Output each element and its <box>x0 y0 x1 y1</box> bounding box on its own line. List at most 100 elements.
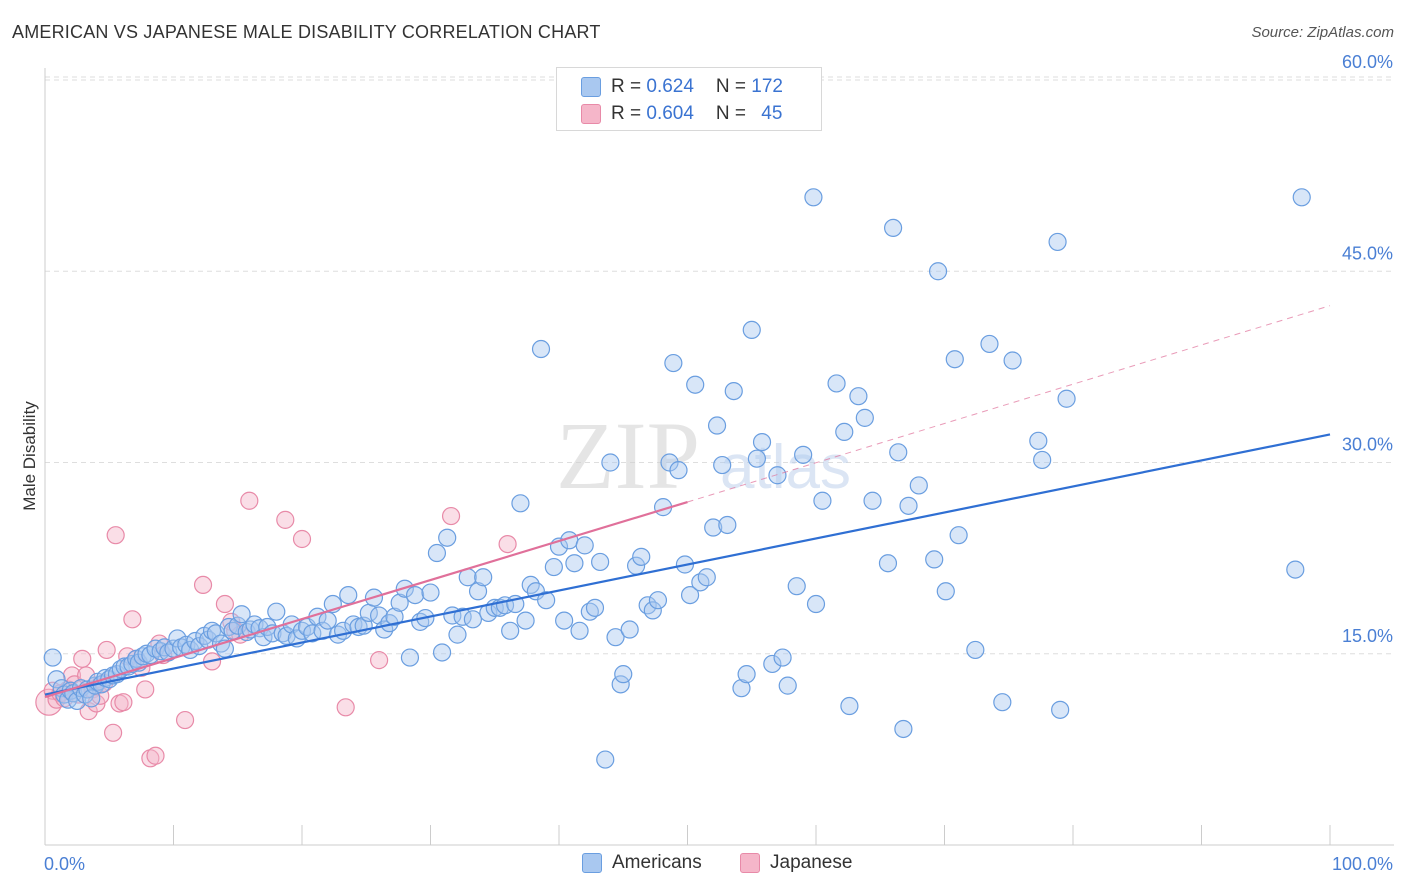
american-point <box>468 582 488 601</box>
american-point <box>1051 700 1070 719</box>
american-point <box>936 582 955 601</box>
american-point <box>267 602 286 621</box>
american-point <box>883 218 903 237</box>
japanese-point <box>215 594 234 614</box>
american-point <box>742 320 761 339</box>
americans-legend-label: Americans <box>612 852 702 873</box>
watermark-atlas: atlas <box>720 433 851 502</box>
american-point <box>840 696 859 716</box>
american-point <box>601 453 620 472</box>
american-point <box>827 374 846 393</box>
american-point <box>232 605 251 624</box>
americans-legend-swatch <box>582 853 602 873</box>
y-tick-label: 15.0% <box>1342 626 1393 646</box>
american-point <box>849 387 868 406</box>
american-point <box>787 577 806 596</box>
american-point <box>863 491 882 510</box>
japanese-trend-line <box>44 500 688 699</box>
japanese-point <box>114 693 133 712</box>
american-point <box>804 188 823 207</box>
japanese-point <box>175 710 195 730</box>
american-point <box>707 416 727 435</box>
american-point <box>511 494 530 513</box>
american-point <box>400 648 420 667</box>
watermark-zip: ZIP <box>556 402 700 509</box>
japanese-point <box>240 491 259 510</box>
american-point <box>980 334 999 354</box>
american-point <box>1029 431 1048 450</box>
japanese-point <box>336 698 355 717</box>
american-point <box>596 750 615 769</box>
american-point <box>966 640 985 660</box>
american-point <box>704 518 723 537</box>
american-point <box>878 554 898 573</box>
american-point <box>713 455 732 475</box>
japanese-point <box>73 649 92 668</box>
japanese-point <box>106 526 125 545</box>
grid-lines <box>45 76 1394 655</box>
japanese-point <box>498 534 517 554</box>
american-point <box>686 375 705 394</box>
american-point <box>501 621 520 640</box>
source-label: Source: ZipAtlas.com <box>1251 24 1394 41</box>
american-point <box>632 547 651 566</box>
american-point <box>737 665 756 684</box>
legend-n-value: 45 <box>761 103 783 124</box>
american-point <box>835 422 854 441</box>
american-point <box>463 610 483 629</box>
american-point <box>339 585 358 605</box>
american-point <box>909 476 928 495</box>
american-point <box>768 466 787 485</box>
american-point <box>697 568 716 587</box>
japanese-legend-swatch <box>740 853 760 873</box>
american-point <box>894 719 913 739</box>
legend-row-japanese: R = 0.604 N = 45 <box>581 101 782 127</box>
american-point <box>680 585 700 605</box>
stats-legend: R = 0.624 N = 172 R = 0.604 N = 45 <box>556 67 822 131</box>
american-point <box>752 433 772 452</box>
legend-item-americans[interactable]: Americans <box>582 852 702 874</box>
legend-r-label: R = <box>611 76 647 97</box>
american-point <box>585 598 605 617</box>
legend-n-label: N = <box>715 103 752 124</box>
trend-lines <box>44 305 1331 699</box>
american-point <box>516 611 535 630</box>
american-point <box>385 607 404 626</box>
american-point <box>531 339 551 359</box>
american-point <box>47 670 66 689</box>
american-point <box>1057 389 1076 408</box>
japanese-point <box>441 506 461 526</box>
chart-title: AMERICAN VS JAPANESE MALE DISABILITY COR… <box>12 22 601 42</box>
legend-item-japanese[interactable]: Japanese <box>740 852 852 874</box>
japanese-legend-label: Japanese <box>770 852 853 873</box>
american-point <box>565 554 584 573</box>
japanese-point <box>136 680 155 699</box>
american-point <box>43 648 62 667</box>
american-point <box>591 552 610 572</box>
american-point <box>438 528 457 547</box>
american-point <box>570 621 589 640</box>
japanese-point <box>146 746 165 765</box>
american-point <box>928 262 948 281</box>
american-point <box>370 606 389 625</box>
american-point <box>1292 188 1311 207</box>
american-point <box>1003 351 1022 370</box>
japanese-point <box>141 749 160 768</box>
legend-r-value: 0.604 <box>646 103 694 124</box>
american-point <box>190 636 209 656</box>
american-point <box>555 611 574 630</box>
american-point <box>537 591 556 610</box>
americans-points <box>43 188 1311 769</box>
american-point <box>669 461 688 480</box>
american-point <box>855 408 874 427</box>
american-point <box>949 526 968 545</box>
american-point <box>889 443 908 462</box>
japanese-trend-extension <box>687 305 1331 503</box>
watermark: ZIP atlas <box>556 402 851 509</box>
american-point <box>718 515 737 535</box>
japanese-point <box>193 575 213 595</box>
series-legend: Americans Japanese <box>0 852 1406 878</box>
japanese-point <box>276 510 295 529</box>
american-point <box>643 601 662 620</box>
